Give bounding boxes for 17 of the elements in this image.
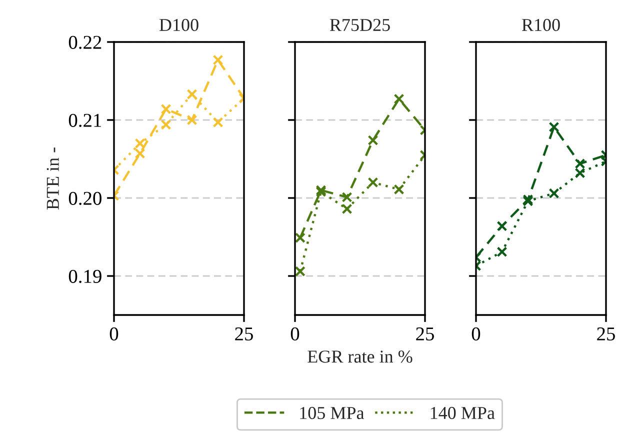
x-tick-label: 0 (110, 327, 118, 340)
x-tick-label: 25 (597, 327, 615, 340)
chart-title: R100 (522, 18, 560, 32)
y-tick-label: 0.22 (68, 36, 102, 50)
x-tick-label: 0 (290, 327, 300, 340)
chart-title: D100 (159, 18, 198, 32)
x-axis-title: EGR rate in % (308, 350, 412, 363)
y-tick-label: 0.19 (68, 270, 102, 284)
chart-title: R75D25 (330, 18, 390, 32)
y-tick-label: 0.21 (68, 114, 102, 128)
legend-label: 140 MPa (430, 406, 495, 420)
legend-label: 105 MPa (300, 406, 364, 420)
x-tick-label: 0 (472, 327, 480, 340)
x-tick-label: 25 (416, 327, 434, 340)
x-tick-label: 25 (235, 327, 253, 340)
y-axis-title: BTE in - (46, 148, 59, 210)
y-tick-label: 0.20 (68, 192, 102, 206)
